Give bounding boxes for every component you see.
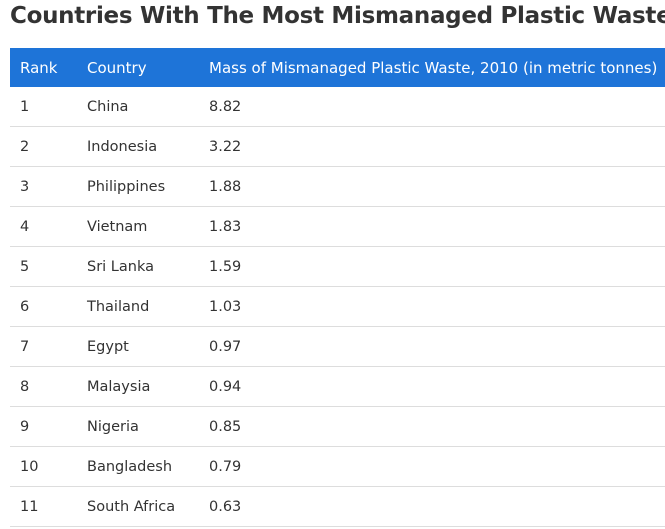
cell-mass: 3.22 <box>209 126 665 167</box>
header-mass: Mass of Mismanaged Plastic Waste, 2010 (… <box>209 58 658 77</box>
cell-rank: 6 <box>10 286 87 327</box>
table-body: 1 China 8.82 2 Indonesia 3.22 3 Philippi… <box>10 87 665 527</box>
cell-rank: 5 <box>10 246 87 287</box>
cell-mass: 0.97 <box>209 326 665 367</box>
cell-mass: 0.63 <box>209 486 665 527</box>
cell-country: Indonesia <box>87 126 209 167</box>
cell-rank: 8 <box>10 366 87 407</box>
cell-country: Philippines <box>87 166 209 207</box>
table-row: 1 China 8.82 <box>10 87 665 127</box>
table-row: 8 Malaysia 0.94 <box>10 366 665 407</box>
table-row: 5 Sri Lanka 1.59 <box>10 246 665 287</box>
page-title: Countries With The Most Mismanaged Plast… <box>10 3 665 29</box>
cell-mass: 1.83 <box>209 206 665 247</box>
cell-mass: 1.59 <box>209 246 665 287</box>
table-row: 2 Indonesia 3.22 <box>10 126 665 167</box>
cell-country: Malaysia <box>87 366 209 407</box>
cell-rank: 2 <box>10 126 87 167</box>
cell-rank: 7 <box>10 326 87 367</box>
cell-rank: 1 <box>10 87 87 127</box>
cell-mass: 1.88 <box>209 166 665 207</box>
cell-country: South Africa <box>87 486 209 527</box>
cell-rank: 9 <box>10 406 87 447</box>
cell-country: Nigeria <box>87 406 209 447</box>
cell-rank: 11 <box>10 486 87 527</box>
cell-country: Egypt <box>87 326 209 367</box>
table-row: 7 Egypt 0.97 <box>10 326 665 367</box>
cell-mass: 0.85 <box>209 406 665 447</box>
data-table: Rank Country Mass of Mismanaged Plastic … <box>10 48 665 527</box>
table-row: 10 Bangladesh 0.79 <box>10 446 665 487</box>
table-header: Rank Country Mass of Mismanaged Plastic … <box>10 48 665 87</box>
cell-mass: 1.03 <box>209 286 665 327</box>
cell-mass: 0.94 <box>209 366 665 407</box>
header-country: Country <box>87 58 147 77</box>
cell-mass: 0.79 <box>209 446 665 487</box>
cell-country: Thailand <box>87 286 209 327</box>
table-row: 4 Vietnam 1.83 <box>10 206 665 247</box>
cell-rank: 4 <box>10 206 87 247</box>
cell-country: Sri Lanka <box>87 246 209 287</box>
table-row: 9 Nigeria 0.85 <box>10 406 665 447</box>
header-row: Rank Country Mass of Mismanaged Plastic … <box>10 48 665 87</box>
cell-country: Vietnam <box>87 206 209 247</box>
cell-rank: 10 <box>10 446 87 487</box>
cell-mass: 8.82 <box>209 87 665 127</box>
table-row: 6 Thailand 1.03 <box>10 286 665 327</box>
table-row: 11 South Africa 0.63 <box>10 486 665 527</box>
data-table-container: Rank Country Mass of Mismanaged Plastic … <box>10 48 665 527</box>
cell-country: Bangladesh <box>87 446 209 487</box>
table-row: 3 Philippines 1.88 <box>10 166 665 207</box>
cell-rank: 3 <box>10 166 87 207</box>
cell-country: China <box>87 87 209 127</box>
header-rank: Rank <box>20 58 58 77</box>
